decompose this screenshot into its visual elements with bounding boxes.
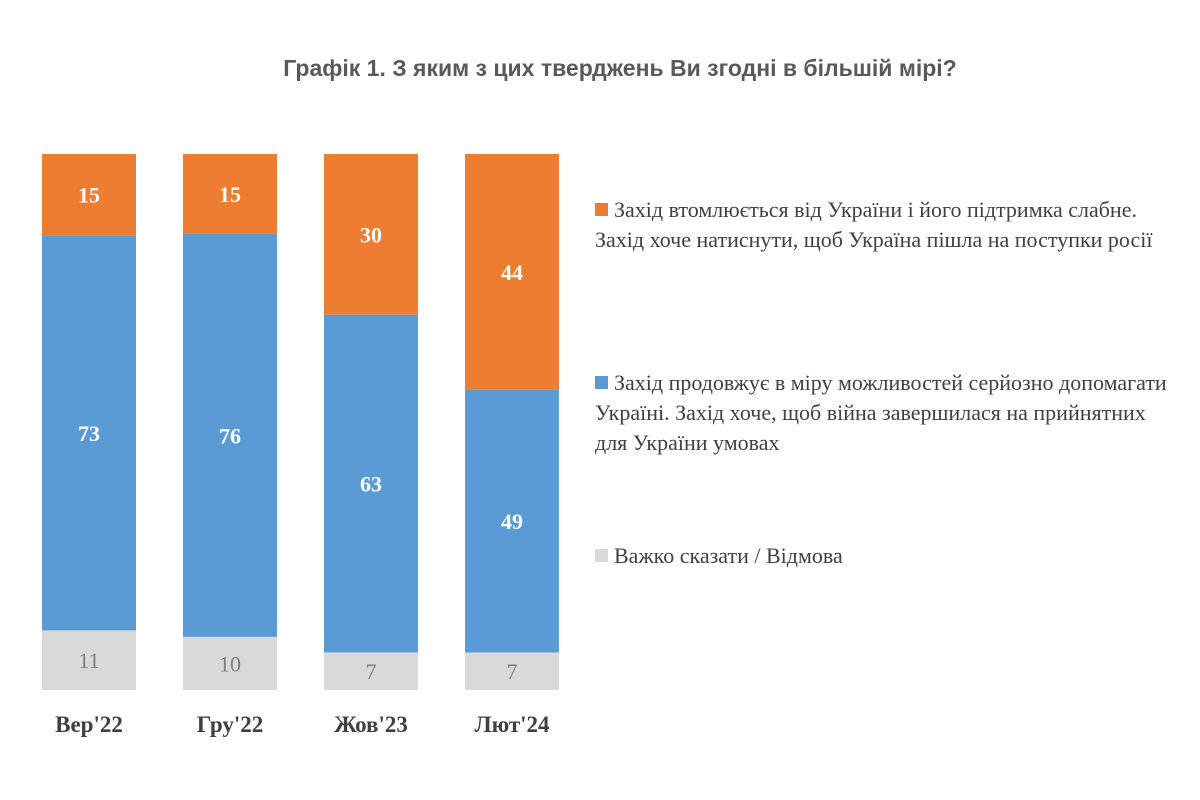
bar-segment-west-helps-3 xyxy=(465,389,559,653)
legend-swatch-grey xyxy=(595,549,608,562)
bar-segment-hard-to-say-3 xyxy=(465,652,559,690)
category-label-2: Жов'23 xyxy=(334,712,408,737)
category-label-1: Гру'22 xyxy=(197,712,264,737)
legend-entry-hard-to-say: Важко сказати / Відмова xyxy=(595,541,1175,571)
legend-label-west-tired: Захід втомлюється від України і його під… xyxy=(595,197,1153,252)
legend-entry-west-tired: Захід втомлюється від України і його під… xyxy=(595,195,1175,255)
data-label-west-helps-1: 76 xyxy=(219,423,241,448)
category-label-3: Лют'24 xyxy=(474,712,550,737)
data-label-west-helps-3: 49 xyxy=(501,509,523,534)
data-label-west-helps-0: 73 xyxy=(78,421,100,446)
data-label-west-tired-3: 44 xyxy=(501,260,523,285)
bar-segment-west-tired-0 xyxy=(42,154,136,236)
legend-label-west-helps: Захід продовжує в міру можливостей серйо… xyxy=(595,370,1167,455)
data-label-hard-to-say-1: 10 xyxy=(219,651,241,676)
chart-title: Графік 1. З яким з цих тверджень Ви згод… xyxy=(283,55,957,81)
bar-segment-hard-to-say-2 xyxy=(324,652,418,690)
bar-segment-west-helps-0 xyxy=(42,235,136,631)
legend-entry-west-helps: Захід продовжує в міру можливостей серйо… xyxy=(595,368,1175,458)
bar-segment-west-helps-1 xyxy=(183,233,277,637)
bar-segment-west-tired-3 xyxy=(465,154,559,390)
data-label-west-tired-2: 30 xyxy=(360,222,382,247)
legend-swatch-orange xyxy=(595,203,608,216)
bar-segment-west-tired-1 xyxy=(183,154,277,234)
legend-swatch-blue xyxy=(595,376,608,389)
bar-segment-hard-to-say-0 xyxy=(42,630,136,690)
data-label-west-tired-1: 15 xyxy=(219,182,241,207)
bar-segment-hard-to-say-1 xyxy=(183,636,277,690)
legend-label-hard-to-say: Важко сказати / Відмова xyxy=(614,543,843,568)
category-label-0: Вер'22 xyxy=(55,712,123,737)
data-label-hard-to-say-0: 11 xyxy=(78,648,99,673)
data-label-west-helps-2: 63 xyxy=(360,472,382,497)
bar-segment-west-helps-2 xyxy=(324,314,418,653)
data-label-west-tired-0: 15 xyxy=(78,183,100,208)
bar-segment-west-tired-2 xyxy=(324,154,418,315)
data-label-hard-to-say-2: 7 xyxy=(366,659,377,684)
data-label-hard-to-say-3: 7 xyxy=(507,659,518,684)
